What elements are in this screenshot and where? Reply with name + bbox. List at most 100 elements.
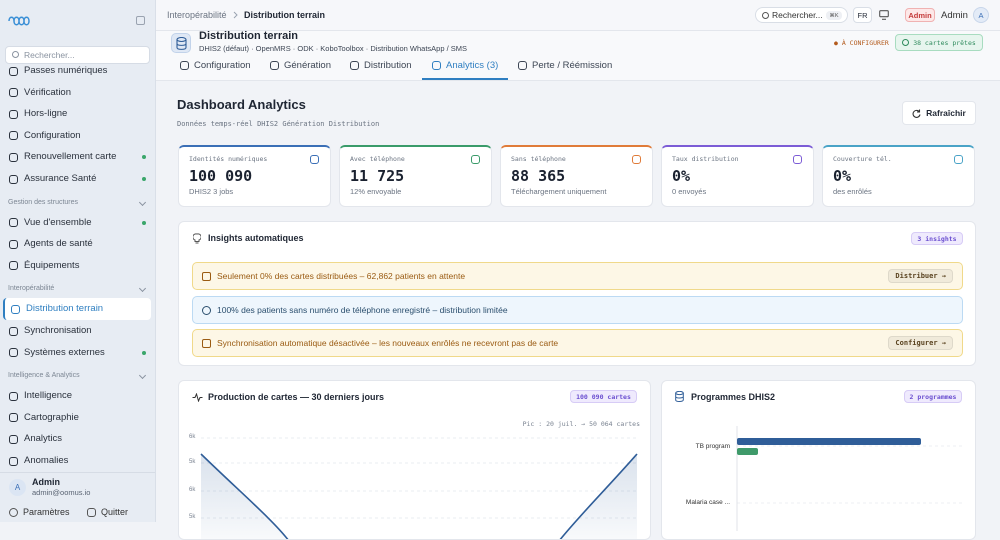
nav-label: Équipements <box>24 259 80 271</box>
settings-link[interactable]: Paramètres <box>23 507 70 517</box>
top-avatar[interactable]: A <box>973 7 989 23</box>
y-tick-label: 5k <box>189 514 196 520</box>
nav-label: Configuration <box>24 129 81 141</box>
nav-item[interactable]: Vue d'ensemble <box>0 212 155 234</box>
tab-label: Perte / Réémission <box>532 60 613 71</box>
programmes-card: Programmes DHIS2 2 programmes TB program… <box>661 380 976 540</box>
tab[interactable]: Perte / Réémission <box>508 58 622 80</box>
nav-label: Vue d'ensemble <box>24 216 92 228</box>
nav-item[interactable]: Systèmes externes <box>0 342 155 364</box>
insight-text: Seulement 0% des cartes distribuées – 62… <box>217 271 466 281</box>
language-button[interactable]: FR <box>853 7 872 23</box>
kpi-sub: des enrôlés <box>833 187 872 196</box>
top-user-name: Admin <box>941 10 968 21</box>
bar <box>737 448 758 455</box>
nav-icon <box>9 66 18 76</box>
nav-icon <box>9 109 18 119</box>
grid <box>201 437 639 519</box>
caret <box>138 372 147 380</box>
status-dot <box>142 155 146 160</box>
tab-label: Configuration <box>194 60 251 71</box>
nav-label: Distribution terrain <box>26 303 104 315</box>
search-placeholder: Rechercher... <box>24 50 75 60</box>
nav-icon <box>9 348 18 358</box>
topbar: Interopérabilité Distribution terrain Re… <box>156 0 1000 31</box>
nav-label: Anomalies <box>24 455 69 466</box>
tabs: Configuration Génération Distribution Analy… <box>156 58 1000 80</box>
insight-row: 100% des patients sans numéro de télépho… <box>192 296 963 324</box>
kpi-card: Couverture tél. 0% des enrôlés <box>822 145 975 207</box>
insight-row: Synchronisation automatique désactivée –… <box>192 329 963 357</box>
insight-action[interactable]: Configurer → <box>888 336 953 350</box>
tab[interactable]: Configuration <box>170 58 261 80</box>
nav-item[interactable]: Cartographie <box>0 407 155 429</box>
ready-badge: 38 cartes prêtes <box>895 34 983 51</box>
nav-item[interactable]: Vérification <box>0 82 155 104</box>
search-icon <box>12 51 19 58</box>
kpi-value: 88 365 <box>511 167 566 185</box>
nav-label: Passes numériques <box>24 66 108 76</box>
refresh-button[interactable]: Rafraîchir <box>902 101 976 125</box>
tab-icon <box>180 61 189 70</box>
logout-link[interactable]: Quitter <box>101 507 129 517</box>
tab[interactable]: Distribution <box>340 58 422 80</box>
activity-icon <box>192 393 203 402</box>
logout-icon <box>87 508 96 517</box>
nav-label: Agents de santé <box>24 238 93 250</box>
kpi-icon <box>471 155 480 164</box>
y-tick-label: 6k <box>189 434 196 440</box>
nav-label: Hors-ligne <box>24 108 68 120</box>
nav-item[interactable]: Équipements <box>0 255 155 277</box>
kpi-sub: 12% envoyable <box>350 187 402 196</box>
kpi-label: Taux distribution <box>672 155 739 163</box>
nav-icon <box>9 131 18 141</box>
nav-item[interactable]: Hors-ligne <box>0 103 155 125</box>
nav-item[interactable]: Passes numériques <box>0 66 155 82</box>
programmes-title: Programmes DHIS2 <box>691 392 776 402</box>
insight-action[interactable]: Distribuer → <box>888 269 953 283</box>
breadcrumb-parent[interactable]: Interopérabilité <box>167 10 227 20</box>
refresh-icon <box>912 109 921 118</box>
tab-icon <box>350 61 359 70</box>
tab[interactable]: Génération <box>260 58 341 80</box>
nav-icon <box>9 218 18 228</box>
nav-item[interactable]: Synchronisation <box>0 320 155 342</box>
nav-item[interactable]: Renouvellement carte <box>0 146 155 168</box>
nav-item[interactable]: Analytics <box>0 428 155 450</box>
status-dot <box>142 220 146 225</box>
nav-icon <box>11 304 20 314</box>
monitor-icon[interactable] <box>879 10 889 20</box>
nav-icon <box>9 152 18 162</box>
production-card: Production de cartes — 30 derniers jours… <box>178 380 651 540</box>
nav-item[interactable]: Configuration <box>0 125 155 147</box>
nav-icon <box>9 434 18 444</box>
nav-icon <box>9 88 18 98</box>
nav-item[interactable]: Assurance Santé <box>0 168 155 190</box>
production-badge: 100 090 cartes <box>570 390 637 403</box>
breadcrumb-chevron <box>233 11 238 19</box>
tab[interactable]: Analytics (3) <box>422 58 509 80</box>
header-icon <box>171 33 191 53</box>
nav-item[interactable]: Agents de santé <box>0 233 155 255</box>
nav-item[interactable]: Anomalies <box>0 450 155 471</box>
nav-icon <box>9 391 18 401</box>
nav-item[interactable]: Distribution terrain <box>3 298 151 320</box>
y-tick-label: 5k <box>189 459 196 465</box>
status-dot <box>142 350 146 355</box>
caret <box>138 198 147 206</box>
sidebar-search[interactable]: Rechercher... <box>5 46 150 64</box>
kpi-icon <box>632 155 641 164</box>
tab-label: Distribution <box>364 60 412 71</box>
nav-icon <box>9 239 18 249</box>
nav-item[interactable]: Intelligence <box>0 385 155 407</box>
header-title: Distribution terrain <box>199 30 299 42</box>
kpi-value: 11 725 <box>350 167 405 185</box>
collapse-button[interactable] <box>136 16 145 25</box>
ready-icon <box>902 39 910 46</box>
nav-label: Intelligence <box>24 390 73 402</box>
production-title: Production de cartes — 30 derniers jours <box>208 392 385 402</box>
kpi-card: Identités numériques 100 090 DHIS2 3 jobs <box>178 145 331 207</box>
top-search[interactable]: Rechercher... ⌘K <box>755 7 848 23</box>
production-peak: Pic : 20 juil. → 50 064 cartes <box>522 420 640 428</box>
